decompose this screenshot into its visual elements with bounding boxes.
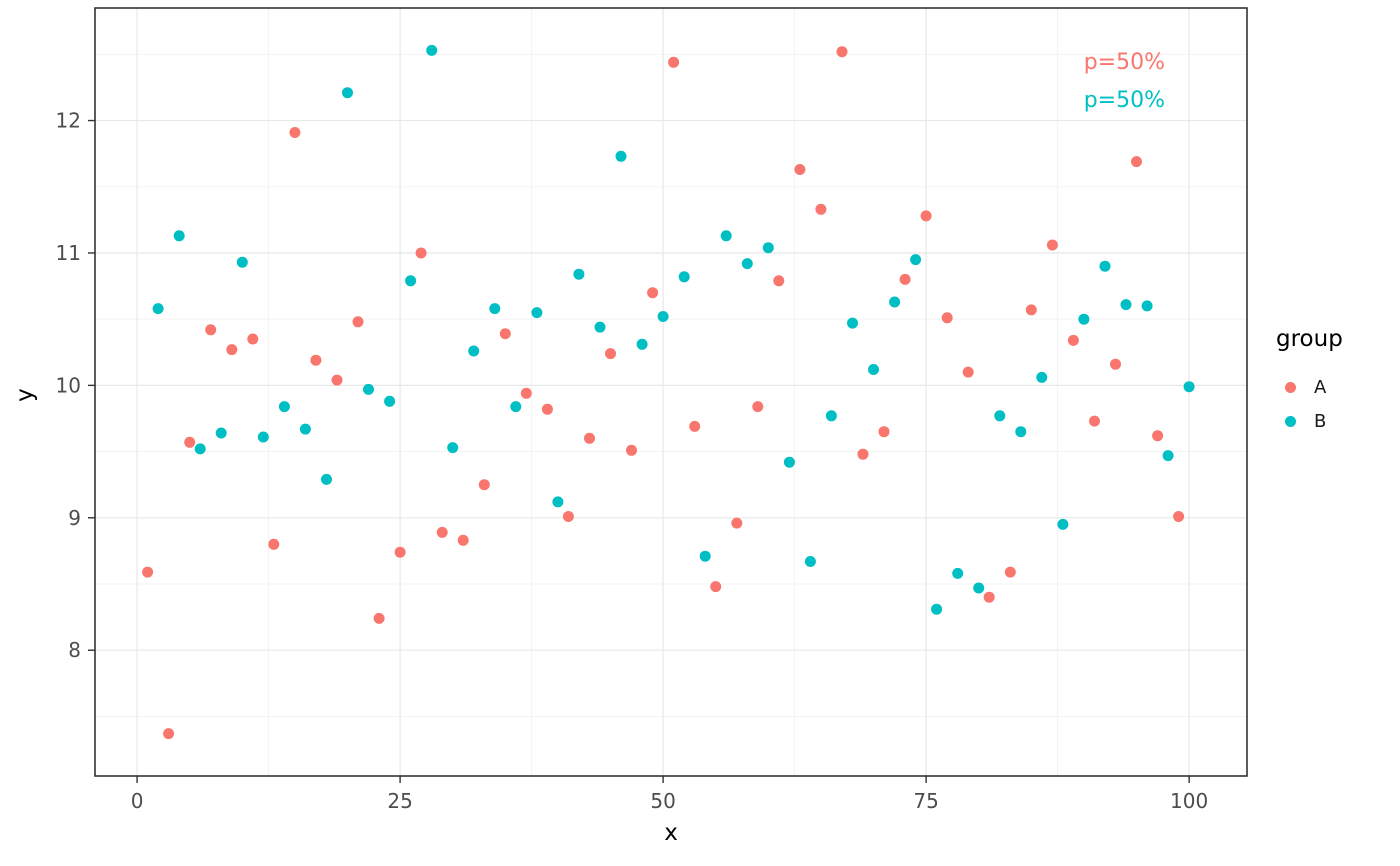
legend: group A B	[1276, 326, 1343, 438]
svg-text:12: 12	[56, 109, 81, 133]
svg-text:0: 0	[131, 789, 144, 813]
svg-text:50: 50	[650, 789, 675, 813]
svg-text:75: 75	[913, 789, 938, 813]
svg-text:11: 11	[56, 241, 81, 265]
legend-dot-b-icon	[1284, 415, 1296, 427]
legend-title: group	[1276, 326, 1343, 352]
legend-item-a: A	[1278, 370, 1343, 404]
svg-text:9: 9	[68, 506, 81, 530]
legend-item-b: B	[1278, 404, 1343, 438]
svg-text:25: 25	[387, 789, 412, 813]
legend-key-a	[1278, 375, 1302, 399]
svg-text:100: 100	[1170, 789, 1208, 813]
x-axis-title: x	[664, 820, 678, 846]
legend-dot-a-icon	[1284, 381, 1296, 393]
y-axis-title: y	[11, 388, 38, 402]
legend-label-a: A	[1314, 376, 1327, 398]
legend-label-b: B	[1314, 410, 1327, 432]
legend-key-b	[1278, 409, 1302, 433]
svg-text:10: 10	[56, 373, 81, 397]
svg-text:8: 8	[68, 638, 81, 662]
